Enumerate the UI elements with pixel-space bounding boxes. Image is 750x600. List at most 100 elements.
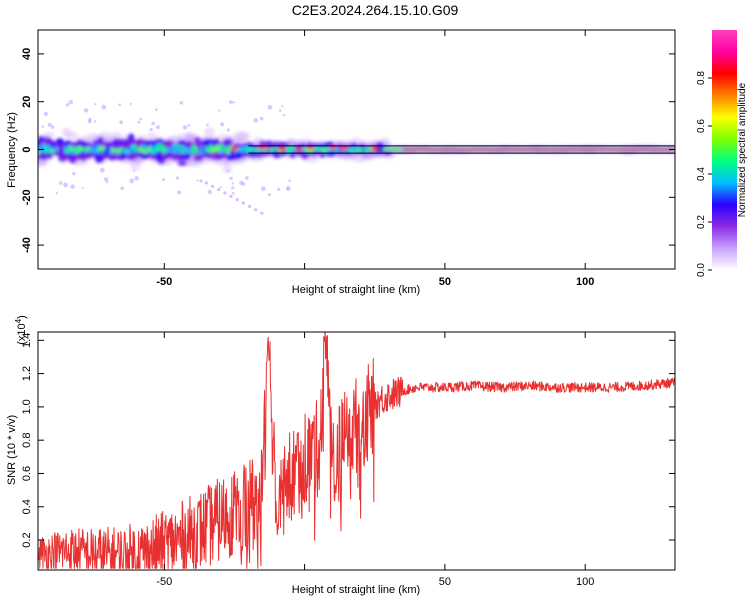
spectral-tail-point <box>260 211 264 215</box>
spectrogram-x-tick-label: 50 <box>439 276 451 288</box>
spectral-outlier <box>196 179 199 182</box>
spectral-outlier <box>129 102 132 106</box>
spectral-outlier <box>231 186 235 190</box>
spectral-hotspot <box>217 144 224 149</box>
snr-y-tick-label: 1.2 <box>21 366 33 381</box>
spectral-hotspot <box>199 149 203 156</box>
spectrogram-x-tick-label: -50 <box>156 276 172 288</box>
spectral-hotspot <box>131 144 137 150</box>
spectrogram-y-axis-label: Frequency (Hz) <box>6 112 18 188</box>
spectral-outlier <box>226 169 230 173</box>
spectral-tail-point <box>229 194 233 198</box>
spectral-tail-point <box>247 204 252 208</box>
spectral-outlier <box>288 179 291 183</box>
spectral-outlier <box>151 121 155 126</box>
spectral-outlier <box>231 182 234 185</box>
spectral-outlier <box>65 103 70 107</box>
spectral-hotspot <box>121 148 127 153</box>
spectral-outlier <box>149 128 153 132</box>
spectral-outlier <box>282 113 286 117</box>
spectral-outlier <box>175 176 180 180</box>
spectral-outlier <box>232 100 235 104</box>
spectral-core <box>118 156 126 161</box>
spectral-hotspot <box>150 146 155 151</box>
colorbar-tick-label: 0.0 <box>696 263 707 277</box>
spectral-hotspot <box>46 144 52 151</box>
spectrogram-y-tick-label: -20 <box>21 189 33 205</box>
snr-frame <box>37 331 676 571</box>
snr-y-tick-label: 0.6 <box>21 466 33 481</box>
colorbar-gradient <box>712 30 737 270</box>
spectral-core <box>145 139 156 147</box>
spectral-core <box>80 140 87 148</box>
spectral-hotspot <box>191 146 197 150</box>
spectral-peak <box>294 147 303 152</box>
spectrogram-axes-ticks: -50 50 100 -40 -20 0 20 40 <box>21 30 675 288</box>
spectral-outlier <box>226 128 230 132</box>
spectral-hotspot <box>179 146 187 152</box>
spectral-hotspot <box>68 145 72 149</box>
spectral-hotspot <box>191 151 195 155</box>
spectral-outlier <box>199 179 203 183</box>
spectral-tail-point <box>254 208 258 212</box>
spectral-energy-layer <box>38 100 675 215</box>
spectral-outlier <box>88 117 92 122</box>
snr-y-tick-label: 0.8 <box>21 433 33 448</box>
colorbar-tick-label: 0.2 <box>696 215 707 229</box>
spectral-core <box>157 156 166 165</box>
spectral-outlier <box>134 176 139 181</box>
spectral-halo <box>203 127 215 140</box>
spectral-outlier <box>260 186 266 192</box>
snr-y-tick-label: 0.2 <box>21 532 33 547</box>
spectral-peak <box>339 146 348 151</box>
snr-y-tick-label: 1.0 <box>21 399 33 414</box>
spectral-hotspot <box>355 147 363 153</box>
spectral-outlier <box>43 111 48 117</box>
spectral-core <box>186 143 192 148</box>
spectral-peak <box>370 146 379 151</box>
spectral-hotspot <box>224 146 232 152</box>
spectral-hotspot <box>38 145 42 150</box>
chart-title: C2E3.2024.264.15.10.G09 <box>291 2 459 18</box>
spectrogram-panel: -50 50 100 -40 -20 0 20 40 Height of straight l… <box>6 29 676 296</box>
snr-scale-prefix: (x10 <box>16 323 28 344</box>
snr-x-tick-label: 100 <box>576 576 594 588</box>
spectrogram-y-tick-label: 20 <box>21 96 33 108</box>
spectral-hotspot <box>108 148 113 155</box>
spectral-hotspot <box>91 147 99 154</box>
spectral-outlier <box>70 184 75 189</box>
spectral-hotspot <box>269 148 276 152</box>
spectral-tail-point <box>235 198 239 202</box>
snr-x-tick-label: 50 <box>439 576 451 588</box>
spectral-outlier <box>101 104 107 110</box>
spectral-hotspot <box>166 147 172 152</box>
spectral-hotspot <box>131 149 136 153</box>
spectral-hotspot <box>140 144 147 150</box>
spectral-outlier <box>267 104 273 110</box>
spectral-core <box>61 154 69 160</box>
spectral-outlier <box>253 118 259 123</box>
spectral-hotspot <box>174 144 181 148</box>
spectral-hotspot <box>73 147 81 153</box>
spectral-outlier <box>281 105 284 108</box>
colorbar-tick-label: 0.4 <box>696 167 707 181</box>
spectral-outlier <box>278 109 282 112</box>
spectral-core <box>163 152 172 160</box>
spectral-hotspot <box>100 150 106 154</box>
colorbar-tick-label: 0.8 <box>696 71 707 85</box>
spectral-outlier <box>176 190 182 195</box>
spectral-hotspot <box>349 147 354 154</box>
spectral-core <box>38 154 44 160</box>
spectral-peak <box>306 145 315 150</box>
snr-y-axis-label: SNR (10 * v/v) <box>6 415 18 485</box>
spectral-outlier <box>286 188 290 191</box>
spectral-outlier <box>220 122 225 127</box>
spectral-outlier <box>81 187 84 190</box>
spectral-hotspot <box>114 148 122 152</box>
spectral-hotspot <box>194 149 199 155</box>
spectral-outlier <box>207 189 212 195</box>
spectral-halo <box>232 131 251 142</box>
steady-line-red <box>402 148 675 151</box>
spectral-core <box>139 153 150 160</box>
spectral-outlier <box>206 123 209 127</box>
